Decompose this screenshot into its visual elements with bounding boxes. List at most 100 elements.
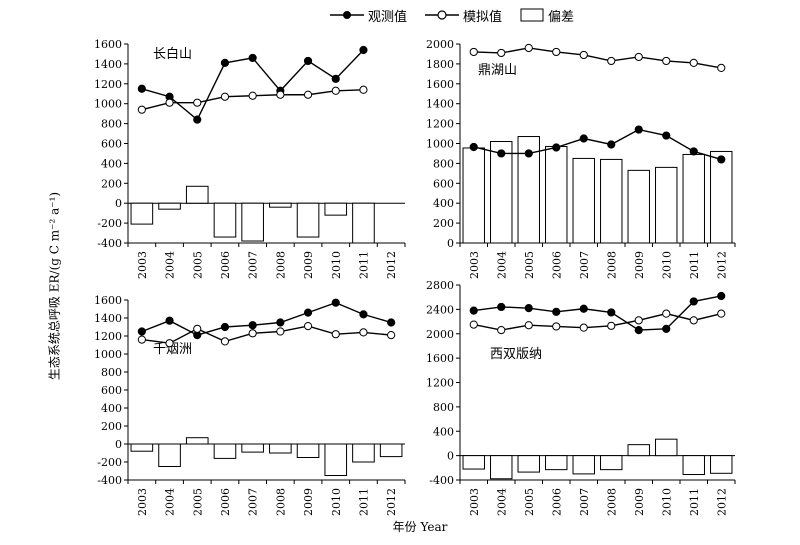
panel-2: 0 200 400 600 800 1000 1200 1400 1600 1800 2000 200… bbox=[426, 38, 736, 279]
bias-bar bbox=[241, 202, 264, 242]
y-tick-label: 400 bbox=[101, 402, 122, 415]
bias-bar bbox=[158, 443, 181, 467]
observed-point bbox=[579, 134, 588, 143]
observed-point bbox=[607, 308, 616, 317]
y-tick-label: 1600 bbox=[426, 78, 454, 91]
observed-point bbox=[689, 147, 698, 156]
x-tick-label: 2012 bbox=[715, 251, 728, 279]
simulated-point bbox=[497, 325, 506, 335]
x-tick-label: 2010 bbox=[330, 488, 343, 516]
y-tick-label: 200 bbox=[433, 217, 454, 230]
x-tick-label: 2005 bbox=[523, 251, 536, 279]
observed-point bbox=[359, 310, 368, 319]
y-tick-label: 600 bbox=[433, 177, 454, 190]
simulated-marker-icon bbox=[425, 10, 460, 20]
y-tick-label: 200 bbox=[101, 420, 122, 433]
x-tick-label: 2009 bbox=[633, 488, 646, 516]
panel-title: 长白山 bbox=[153, 46, 192, 62]
simulated-point bbox=[634, 316, 643, 325]
observed-point bbox=[220, 58, 230, 68]
observed-point bbox=[579, 304, 588, 313]
y-tick-label: 1400 bbox=[426, 98, 454, 111]
observed-point bbox=[276, 318, 285, 327]
y-tick-label: 800 bbox=[101, 366, 122, 379]
legend-label-observed: 观测值 bbox=[368, 9, 408, 25]
simulated-point bbox=[276, 327, 285, 336]
observed-line bbox=[473, 295, 722, 331]
x-tick-label: 2003 bbox=[136, 488, 149, 516]
x-tick-label: 2007 bbox=[578, 251, 591, 279]
simulated-point bbox=[524, 321, 533, 330]
x-tick-label: 2012 bbox=[715, 488, 728, 516]
simulated-point bbox=[276, 90, 285, 99]
observed-point bbox=[524, 149, 533, 158]
x-tick-label: 2005 bbox=[191, 488, 204, 516]
y-tick-label: 1000 bbox=[426, 138, 454, 151]
bias-bar bbox=[130, 443, 154, 452]
observed-point bbox=[220, 322, 230, 332]
y-tick-label: 1600 bbox=[94, 294, 122, 307]
bias-bar bbox=[545, 455, 568, 471]
x-tick-label: 2006 bbox=[550, 488, 563, 516]
x-tick-label: 2010 bbox=[660, 251, 673, 279]
observed-point bbox=[689, 297, 698, 306]
x-tick-label: 2007 bbox=[247, 251, 260, 279]
legend-item-simulated: 模拟值 bbox=[425, 6, 502, 25]
bias-bar bbox=[213, 202, 237, 238]
x-tick-label: 2006 bbox=[219, 488, 232, 516]
y-tick-label: 2800 bbox=[426, 279, 454, 292]
y-tick-label: 1400 bbox=[94, 312, 122, 325]
y-tick-label: 1200 bbox=[426, 118, 454, 131]
simulated-point bbox=[220, 92, 230, 101]
bias-bar bbox=[490, 455, 513, 480]
x-tick-label: 2006 bbox=[550, 251, 563, 279]
simulated-point bbox=[689, 316, 698, 325]
x-tick-label: 2008 bbox=[605, 488, 618, 516]
x-tick-label: 2010 bbox=[660, 488, 673, 516]
simulated-point bbox=[303, 322, 313, 331]
simulated-point bbox=[165, 339, 174, 348]
observed-point bbox=[248, 53, 257, 63]
panel-3: -400 -200 0 200 400 600 800 1000 1200 1400 1600 200… bbox=[94, 294, 406, 516]
bias-bar bbox=[655, 166, 678, 244]
bias-bar bbox=[710, 455, 733, 474]
bias-bar bbox=[352, 202, 375, 244]
simulated-line bbox=[473, 47, 722, 69]
x-tick-label: 2008 bbox=[274, 251, 287, 279]
y-tick-label: 1600 bbox=[426, 352, 454, 365]
bias-bar bbox=[517, 136, 540, 244]
simulated-point bbox=[552, 322, 561, 331]
observed-point bbox=[662, 131, 671, 140]
bias-bar bbox=[682, 153, 705, 244]
y-tick-label: 0 bbox=[447, 450, 454, 463]
y-tick-label: 0 bbox=[115, 197, 122, 210]
observed-point bbox=[303, 56, 313, 66]
observed-point bbox=[634, 125, 643, 134]
x-tick-label: 2003 bbox=[136, 251, 149, 279]
bias-bar bbox=[545, 145, 568, 244]
simulated-point bbox=[137, 335, 146, 344]
observed-point bbox=[469, 306, 478, 315]
simulated-point bbox=[303, 90, 313, 99]
observed-point bbox=[193, 115, 202, 124]
panel-title: 千烟洲 bbox=[153, 342, 192, 357]
simulated-point bbox=[359, 328, 368, 337]
x-axis-label: 年份 Year bbox=[392, 520, 448, 534]
x-tick-label: 2006 bbox=[219, 251, 232, 279]
simulated-point bbox=[717, 63, 726, 72]
simulated-point bbox=[552, 47, 561, 57]
simulated-point bbox=[524, 43, 533, 53]
bias-bar bbox=[572, 157, 595, 244]
y-tick-label: -400 bbox=[429, 474, 454, 487]
bias-bar bbox=[269, 202, 292, 208]
y-tick-label: 200 bbox=[101, 177, 122, 190]
y-tick-label: 600 bbox=[101, 384, 122, 397]
y-tick-label: 1600 bbox=[94, 38, 122, 51]
x-tick-label: 2004 bbox=[164, 251, 177, 279]
bias-bar bbox=[572, 455, 595, 475]
observed-line bbox=[473, 128, 722, 161]
x-tick-label: 2008 bbox=[605, 251, 618, 279]
observed-point bbox=[662, 324, 671, 333]
bias-bar-icon bbox=[520, 8, 544, 22]
simulated-point bbox=[497, 48, 506, 58]
